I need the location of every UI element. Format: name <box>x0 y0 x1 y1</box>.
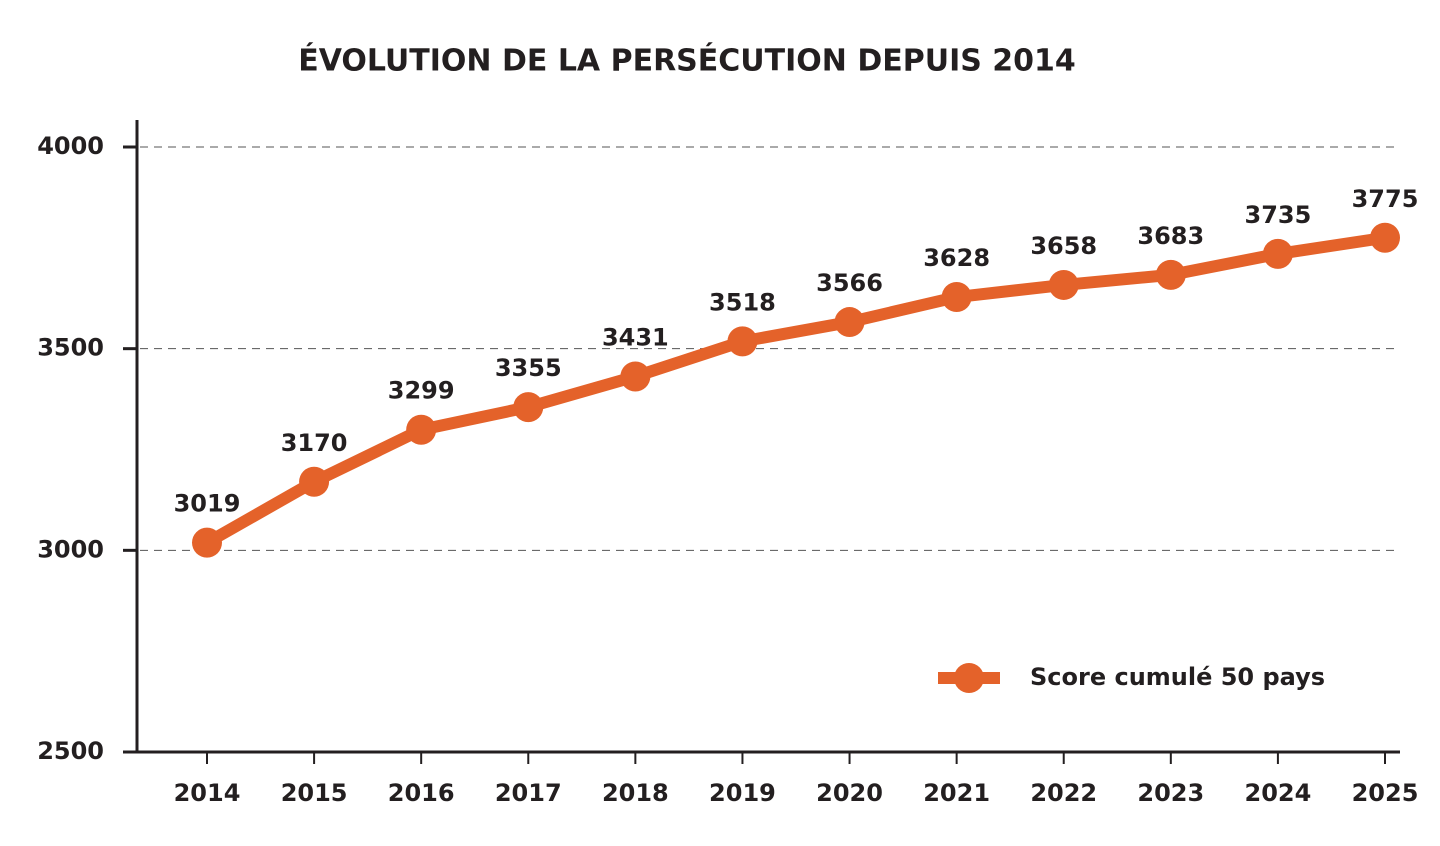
x-tick-label: 2025 <box>1352 779 1419 807</box>
y-tick-label: 3500 <box>37 334 104 362</box>
data-label: 3299 <box>388 377 455 405</box>
series-line <box>204 231 1386 548</box>
x-tick-label: 2022 <box>1030 779 1097 807</box>
x-tick-label: 2017 <box>495 779 562 807</box>
data-label: 3683 <box>1137 222 1204 250</box>
x-tick-label: 2020 <box>816 779 883 807</box>
data-point <box>406 414 437 445</box>
x-tick-label: 2014 <box>174 779 241 807</box>
data-label: 3566 <box>816 269 883 297</box>
chart-title: ÉVOLUTION DE LA PERSÉCUTION DEPUIS 2014 <box>298 43 1076 79</box>
data-label: 3775 <box>1352 185 1419 213</box>
data-label: 3658 <box>1030 232 1097 260</box>
data-point <box>941 282 972 313</box>
data-point <box>1262 238 1293 269</box>
data-label: 3518 <box>709 288 776 316</box>
y-tick-label: 2500 <box>37 737 104 765</box>
data-label: 3019 <box>174 490 241 518</box>
data-point <box>1155 259 1186 290</box>
data-point <box>192 527 222 558</box>
data-label: 3170 <box>281 429 348 457</box>
data-label: 3355 <box>495 354 562 382</box>
x-tick-label: 2023 <box>1137 779 1204 807</box>
data-point <box>513 392 544 423</box>
data-label: 3735 <box>1245 201 1312 229</box>
data-label: 3431 <box>602 323 669 351</box>
x-tick-label: 2016 <box>388 779 455 807</box>
y-tick-label: 3000 <box>37 535 104 563</box>
data-point <box>620 361 651 392</box>
data-point <box>834 307 865 338</box>
data-label: 3628 <box>923 244 990 272</box>
data-point <box>1370 222 1400 253</box>
x-tick-label: 2021 <box>923 779 990 807</box>
data-point <box>727 326 758 357</box>
x-tick-label: 2015 <box>281 779 348 807</box>
x-tick-label: 2019 <box>709 779 776 807</box>
legend-marker <box>954 663 984 693</box>
data-point <box>1048 269 1079 300</box>
data-point <box>299 466 330 497</box>
x-tick-label: 2024 <box>1245 779 1312 807</box>
y-tick-label: 4000 <box>37 132 104 160</box>
x-tick-label: 2018 <box>602 779 669 807</box>
legend-label: Score cumulé 50 pays <box>1030 663 1325 691</box>
